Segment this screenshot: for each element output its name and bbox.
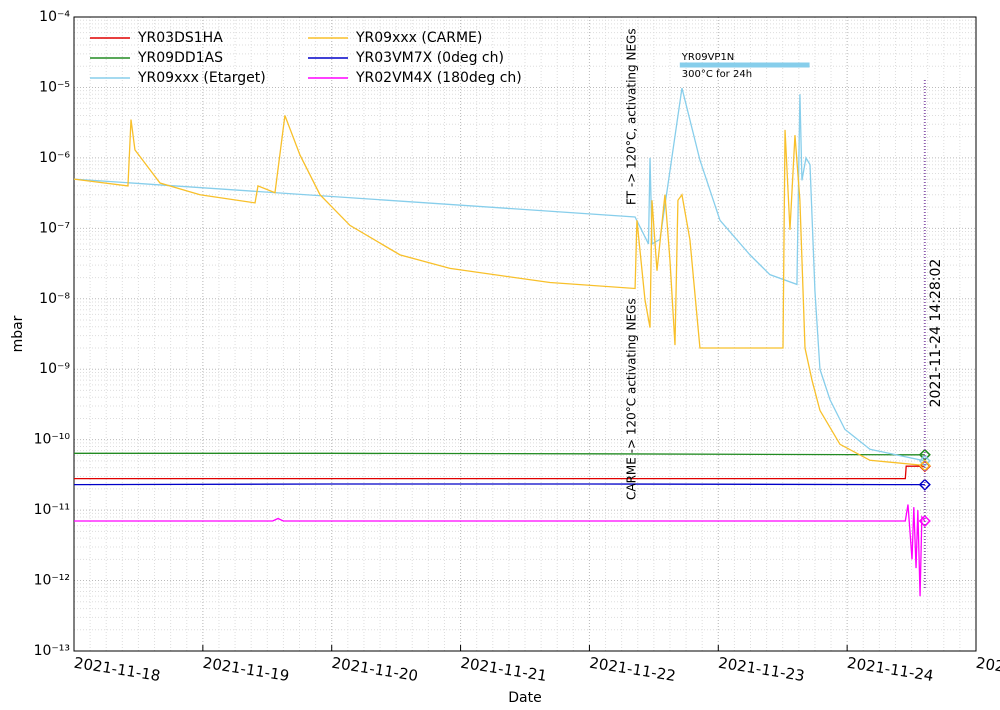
y-tick-label: 10⁻¹⁰ (34, 432, 71, 448)
plot-area (74, 87, 926, 597)
series-line (74, 504, 926, 597)
x-tick-label: 2021-11-18 (73, 654, 162, 685)
legend-label: YR03VM7X (0deg ch) (355, 50, 504, 66)
series-line (74, 483, 925, 486)
x-tick-label: 2021-11-19 (202, 654, 291, 685)
series-line (74, 87, 925, 462)
x-axis-label: Date (508, 690, 541, 706)
legend-label: YR09DD1AS (137, 50, 223, 66)
time-marker-label: 2021-11-24 14:28:02 (928, 259, 944, 408)
x-tick-label: 2021-11-25 (975, 654, 1000, 685)
y-tick-label: 10⁻⁹ (39, 361, 70, 377)
x-tick-label: 2021-11-22 (588, 654, 677, 685)
y-tick-label: 10⁻⁴ (39, 9, 70, 25)
y-tick-label: 10⁻¹³ (34, 643, 70, 659)
bake-label: YR09VP1N (681, 52, 735, 63)
y-tick-label: 10⁻¹² (34, 573, 70, 589)
legend-label: YR09xxx (CARME) (355, 30, 482, 46)
legend-label: YR09xxx (Etarget) (137, 70, 266, 86)
ft-note: FT -> 120°C, activating NEGs (625, 28, 639, 205)
x-tick-label: 2021-11-21 (459, 654, 548, 685)
y-tick-label: 10⁻⁵ (39, 79, 70, 95)
series-line (74, 465, 925, 480)
end-marker (918, 454, 931, 467)
end-marker (918, 514, 931, 528)
x-tick-label: 2021-11-24 (846, 654, 935, 685)
x-tick-label: 2021-11-23 (717, 654, 806, 685)
carme-note: CARME -> 120°C activating NEGs (625, 298, 639, 500)
y-tick-label: 10⁻⁷ (39, 220, 70, 236)
y-axis-label: mbar (10, 315, 26, 352)
plot-frame (73, 16, 977, 652)
legend-label: YR02VM4X (180deg ch) (355, 70, 522, 86)
x-tick-label: 2021-11-20 (330, 654, 419, 685)
y-tick-label: 10⁻⁶ (39, 150, 70, 166)
series-line (74, 452, 925, 456)
bake-note: 300°C for 24h (682, 69, 752, 80)
legend-label: YR03DS1HA (137, 30, 223, 46)
y-tick-label: 10⁻¹¹ (34, 502, 70, 518)
series-line (74, 115, 925, 467)
end-marker (918, 478, 931, 491)
y-tick-label: 10⁻⁸ (39, 291, 70, 307)
